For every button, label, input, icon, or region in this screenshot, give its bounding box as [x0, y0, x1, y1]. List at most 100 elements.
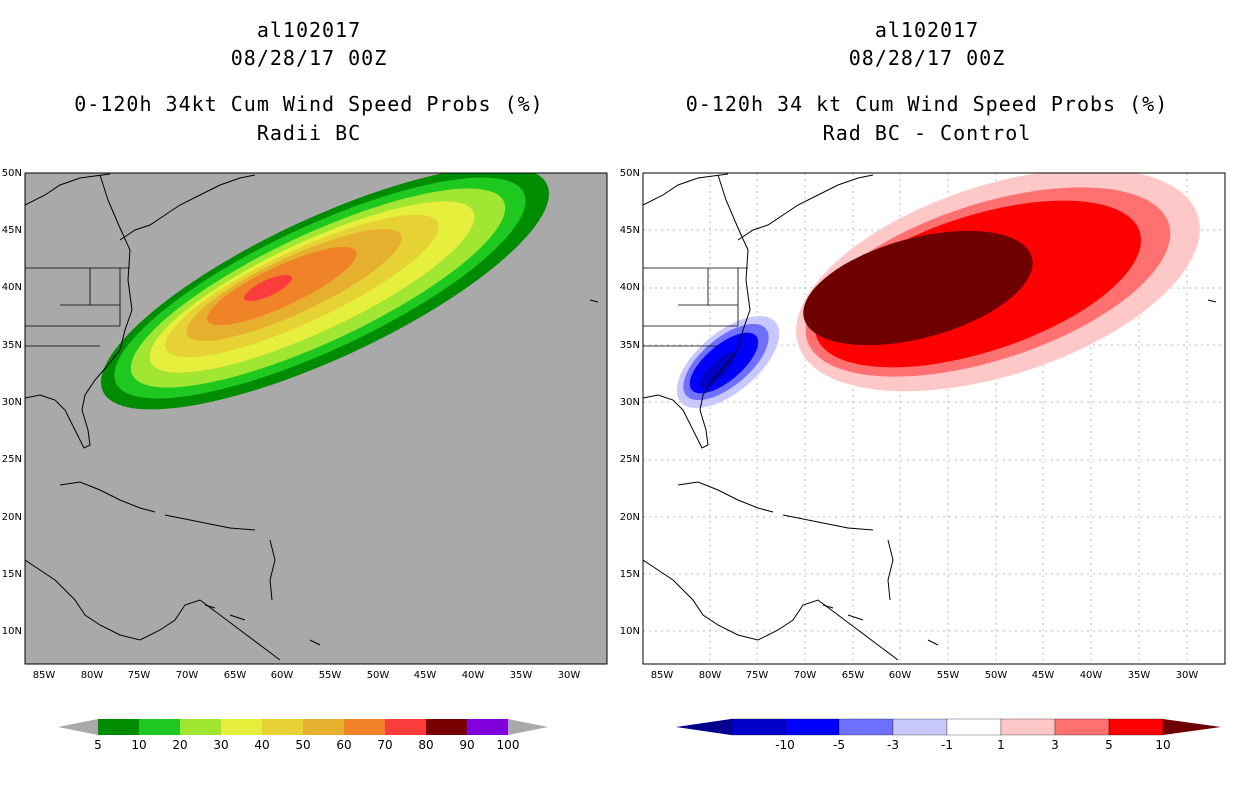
right-colorbar: -10 -5 -3 -1 1 3 5 10 — [676, 718, 1221, 752]
left-panel: al102017 08/28/17 00Z 0-120h 34kt Cum Wi… — [2, 18, 608, 752]
lat-label: 15N — [2, 569, 22, 580]
right-storm-id: al102017 — [874, 18, 980, 42]
lon-label: 35W — [1128, 670, 1151, 681]
right-coastlines — [643, 173, 1217, 661]
lat-label: 20N — [620, 512, 640, 523]
colorbar-label: 80 — [418, 738, 433, 752]
colorbar-label: 70 — [377, 738, 392, 752]
lat-label: 45N — [2, 225, 22, 236]
left-colorbar: 5 10 20 30 40 50 60 70 80 90 100 — [58, 719, 548, 752]
right-datetime: 08/28/17 00Z — [848, 46, 1006, 70]
lon-label: 65W — [224, 670, 247, 681]
colorbar-high-triangle — [1163, 719, 1221, 735]
colorbar-label: -3 — [887, 738, 899, 752]
colorbar-swatch — [221, 719, 262, 735]
colorbar-swatch — [1054, 718, 1110, 736]
colorbar-swatch — [467, 719, 508, 735]
colorbar-low-triangle — [676, 719, 731, 735]
colorbar-swatch — [838, 718, 894, 736]
colorbar-label: 90 — [459, 738, 474, 752]
prob-70-contour — [244, 274, 292, 302]
lon-label: 75W — [746, 670, 769, 681]
right-lat-labels: 50N 45N 40N 35N 30N 25N 20N 15N 10N — [620, 168, 640, 637]
colorbar-swatch — [946, 718, 1002, 736]
left-subtitle: Radii BC — [256, 121, 362, 145]
diff-plus-10-contour — [803, 230, 1033, 346]
lat-label: 50N — [2, 168, 22, 179]
right-product-title: 0-120h 34 kt Cum Wind Speed Probs (%) — [685, 92, 1169, 116]
lon-label: 60W — [271, 670, 294, 681]
lat-label: 40N — [620, 282, 640, 293]
left-lat-labels: 50N 45N 40N 35N 30N 25N 20N 15N 10N — [2, 168, 22, 637]
lon-label: 50W — [985, 670, 1008, 681]
right-map-frame — [642, 172, 1226, 665]
colorbar-label: 5 — [1105, 738, 1113, 752]
lon-label: 85W — [33, 670, 56, 681]
colorbar-label: 60 — [336, 738, 351, 752]
left-storm-id: al102017 — [256, 18, 362, 42]
lon-label: 30W — [558, 670, 581, 681]
colorbar-swatch — [303, 719, 344, 735]
colorbar-swatch — [1108, 718, 1164, 736]
lat-label: 50N — [620, 168, 640, 179]
colorbar-label: 40 — [254, 738, 269, 752]
right-map: 50N 45N 40N 35N 30N 25N 20N 15N 10N 85W … — [620, 168, 1226, 752]
lat-label: 10N — [2, 626, 22, 637]
lat-label: 20N — [2, 512, 22, 523]
colorbar-swatch — [98, 719, 139, 735]
colorbar-label: 5 — [94, 738, 102, 752]
colorbar-swatch — [730, 718, 786, 736]
lon-label: 80W — [81, 670, 104, 681]
right-panel: al102017 08/28/17 00Z 0-120h 34 kt Cum W… — [618, 0, 1236, 800]
colorbar-swatch — [892, 718, 948, 736]
colorbar-label: 1 — [997, 738, 1005, 752]
right-lon-labels: 85W 80W 75W 70W 65W 60W 55W 50W 45W 40W … — [651, 670, 1199, 681]
lon-label: 50W — [367, 670, 390, 681]
diff-minus-10-contour — [700, 352, 736, 388]
lat-label: 30N — [620, 397, 640, 408]
colorbar-label: 10 — [131, 738, 146, 752]
colorbar-low-triangle — [58, 719, 98, 735]
lon-label: 75W — [128, 670, 151, 681]
lon-label: 60W — [889, 670, 912, 681]
colorbar-swatch — [180, 719, 221, 735]
lat-label: 25N — [620, 454, 640, 465]
lon-label: 45W — [414, 670, 437, 681]
colorbar-label: 10 — [1155, 738, 1170, 752]
colorbar-label: 20 — [172, 738, 187, 752]
lat-label: 35N — [2, 340, 22, 351]
left-lon-labels: 85W 80W 75W 70W 65W 60W 55W 50W 45W 40W … — [33, 670, 581, 681]
lon-label: 40W — [462, 670, 485, 681]
lon-label: 45W — [1032, 670, 1055, 681]
lon-label: 70W — [794, 670, 817, 681]
lat-label: 15N — [620, 569, 640, 580]
colorbar-swatch — [344, 719, 385, 735]
lon-label: 35W — [510, 670, 533, 681]
colorbar-label: -1 — [941, 738, 953, 752]
colorbar-swatch — [385, 719, 426, 735]
lat-label: 30N — [2, 397, 22, 408]
colorbar-high-triangle — [508, 719, 548, 735]
left-probability-swath — [100, 173, 550, 410]
lon-label: 70W — [176, 670, 199, 681]
left-datetime: 08/28/17 00Z — [230, 46, 388, 70]
colorbar-label: 50 — [295, 738, 310, 752]
colorbar-label: 3 — [1051, 738, 1059, 752]
lon-label: 40W — [1080, 670, 1103, 681]
colorbar-swatch — [1000, 718, 1056, 736]
colorbar-label: -5 — [833, 738, 845, 752]
colorbar-swatch — [784, 718, 840, 736]
left-map: 50N 45N 40N 35N 30N 25N 20N 15N 10N 85W … — [2, 168, 608, 752]
colorbar-label: -10 — [775, 738, 795, 752]
lon-label: 55W — [319, 670, 342, 681]
colorbar-swatch — [139, 719, 180, 735]
right-difference-field — [676, 173, 1200, 409]
lon-label: 30W — [1176, 670, 1199, 681]
left-product-title: 0-120h 34kt Cum Wind Speed Probs (%) — [74, 92, 544, 116]
colorbar-label: 100 — [497, 738, 520, 752]
lon-label: 85W — [651, 670, 674, 681]
left-coastlines — [25, 173, 599, 661]
right-subtitle: Rad BC - Control — [822, 121, 1032, 145]
lon-label: 80W — [699, 670, 722, 681]
lat-label: 35N — [620, 340, 640, 351]
